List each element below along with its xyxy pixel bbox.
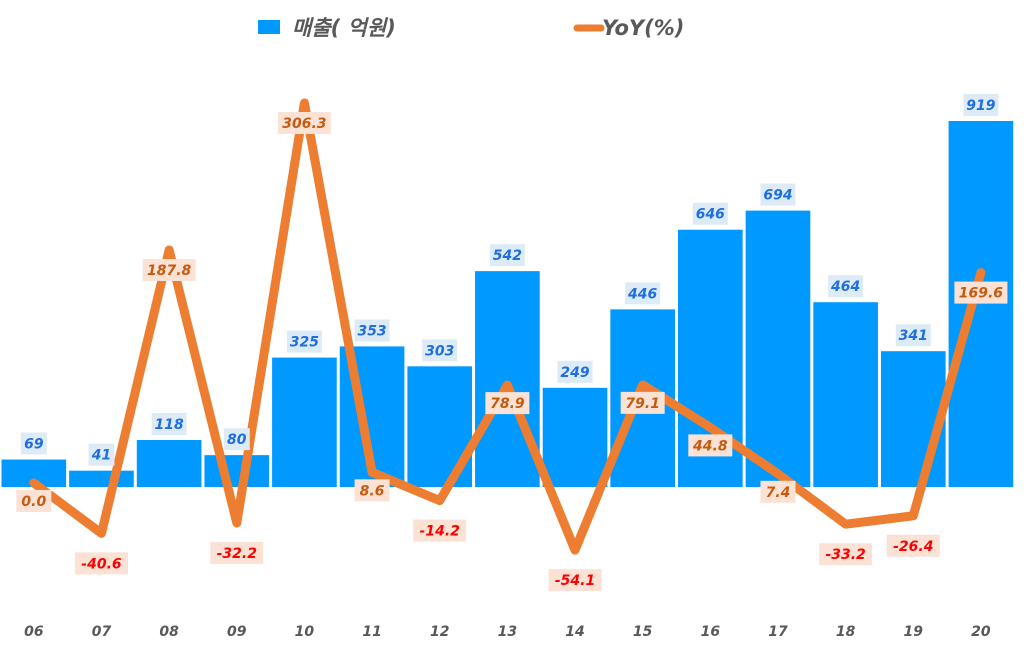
x-tick-07: 07 <box>92 624 112 640</box>
yoy-label-17: 7.4 <box>766 485 791 501</box>
yoy-label-17-bg <box>760 480 796 503</box>
bar-label-20: 919 <box>966 98 995 114</box>
bar-label-15: 446 <box>627 286 657 302</box>
bar-label-08: 118 <box>155 417 184 433</box>
yoy-label-16-bg <box>688 434 733 457</box>
bar-label-09: 80 <box>227 432 247 448</box>
yoy-label-15-bg <box>620 391 665 414</box>
yoy-label-07: -40.6 <box>81 556 122 572</box>
yoy-label-15: 79.1 <box>625 396 660 412</box>
bar-20 <box>948 121 1014 487</box>
yoy-label-08: 187.8 <box>147 263 192 279</box>
yoy-label-14: -54.1 <box>555 573 595 589</box>
x-tick-13: 13 <box>498 624 517 640</box>
line-series <box>29 98 986 555</box>
bar-label-11-bg <box>354 319 390 342</box>
yoy-label-06: 0.0 <box>21 494 46 510</box>
yoy-label-19-bg <box>886 534 940 557</box>
yoy-label-13-bg <box>485 392 530 415</box>
yoy-label-20: 169.6 <box>959 286 1004 302</box>
bar-label-20-bg <box>963 94 999 116</box>
x-tick-11: 11 <box>362 624 381 640</box>
bar-10 <box>272 357 337 487</box>
bar-17 <box>745 210 811 487</box>
x-tick-12: 12 <box>430 624 449 640</box>
x-tick-17: 17 <box>768 624 788 640</box>
bar-label-14: 249 <box>560 365 589 381</box>
bar-label-12-bg <box>422 339 458 362</box>
bar-label-06: 69 <box>24 437 44 453</box>
legend-label-yoy: YoY(%) <box>602 16 684 40</box>
bar-18 <box>813 302 878 487</box>
x-tick-09: 09 <box>227 624 247 640</box>
bar-label-19-bg <box>895 324 931 347</box>
bar-label-19: 341 <box>899 328 928 344</box>
yoy-label-11: 8.6 <box>360 483 385 499</box>
bar-14 <box>542 387 608 487</box>
bar-label-18: 464 <box>830 279 860 295</box>
yoy-label-12: -14.2 <box>420 524 460 540</box>
yoy-label-16: 44.8 <box>692 438 728 454</box>
x-tick-14: 14 <box>565 624 584 640</box>
yoy-label-09: -32.2 <box>217 546 257 562</box>
yoy-label-10: 306.3 <box>282 116 326 132</box>
yoy-label-14-bg <box>548 569 602 592</box>
legend-swatch-sales <box>258 20 280 34</box>
x-tick-15: 15 <box>633 624 653 640</box>
bar-label-10: 325 <box>290 335 319 351</box>
bar-label-18-bg <box>828 275 864 298</box>
bar-label-11: 353 <box>357 323 386 339</box>
bar-label-17: 694 <box>763 188 792 204</box>
bar-label-10-bg <box>286 330 322 353</box>
bar-label-07-bg <box>88 443 115 466</box>
bar-13 <box>475 271 540 487</box>
x-tick-20: 20 <box>971 624 991 640</box>
bar-data-labels: 69 41 118 80 325 353 303 542 249 446 646 694 464 341 9… <box>20 94 999 466</box>
bar-label-09-bg <box>223 428 250 451</box>
bar-08 <box>136 440 202 487</box>
bar-label-12: 303 <box>425 343 454 359</box>
yoy-label-08-bg <box>142 259 196 282</box>
bar-label-13-bg <box>489 244 525 267</box>
yoy-label-10-bg <box>277 112 331 134</box>
x-tick-19: 19 <box>904 624 924 640</box>
bar-label-13: 542 <box>493 248 522 264</box>
x-tick-08: 08 <box>159 624 179 640</box>
bar-label-06-bg <box>20 432 47 455</box>
x-tick-18: 18 <box>836 624 856 640</box>
yoy-label-13: 78.9 <box>490 396 525 412</box>
x-tick-06: 06 <box>24 624 44 640</box>
x-tick-10: 10 <box>295 624 315 640</box>
yoy-label-19: -26.4 <box>893 539 933 555</box>
x-tick-16: 16 <box>701 624 721 640</box>
x-axis-labels: 06 07 08 09 10 11 12 13 14 15 16 17 18 19 20 <box>24 624 991 640</box>
yoy-label-06-bg <box>16 490 52 512</box>
yoy-label-07-bg <box>74 552 128 575</box>
bar-07 <box>69 470 134 487</box>
bar-09 <box>204 455 270 487</box>
yoy-label-18-bg <box>819 543 873 566</box>
bar-label-07: 41 <box>91 448 111 464</box>
bar-label-14-bg <box>557 360 593 383</box>
yoy-label-11-bg <box>354 479 390 502</box>
legend-label-sales: 매출( 억원) <box>292 16 396 40</box>
bar-19 <box>880 351 946 487</box>
yoy-label-20-bg <box>954 281 1008 304</box>
bar-label-08-bg <box>151 413 187 436</box>
yoy-label-12-bg <box>413 519 467 542</box>
yoy-label-09-bg <box>210 541 264 564</box>
line-data-labels: 0.0 -40.6 187.8 -32.2 306.3 8.6 -14.2 78.9 -54.1… <box>16 112 1008 592</box>
bar-label-17-bg <box>760 183 796 206</box>
bar-label-16-bg <box>692 202 728 225</box>
bar-label-15-bg <box>625 282 661 305</box>
legend: 매출( 억원) YoY(%) <box>258 16 684 40</box>
bar-label-16: 646 <box>696 207 725 223</box>
yoy-label-18: -33.2 <box>825 547 865 563</box>
